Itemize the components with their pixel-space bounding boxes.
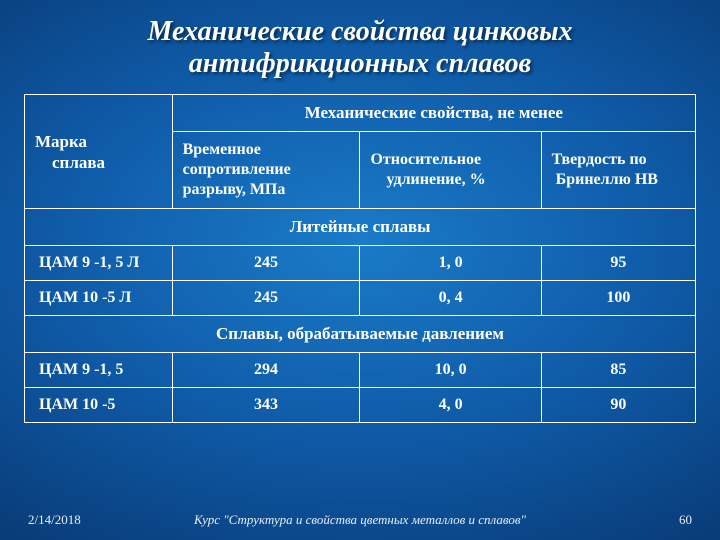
- cell-elongation: 1, 0: [360, 246, 541, 281]
- c3l2: Бринеллю HB: [556, 171, 658, 188]
- col-header-hardness: Твердость по Бринеллю HB: [541, 132, 695, 209]
- footer-course: Курс "Структура и свойства цветных метал…: [108, 512, 612, 528]
- cell-hardness: 85: [541, 353, 695, 388]
- header-row-1: Марка сплава Механические свойства, не м…: [25, 95, 696, 132]
- slide-title: Механические свойства цинковых антифрикц…: [24, 16, 696, 80]
- cell-hardness: 90: [541, 388, 695, 423]
- c2l1: Относительное: [370, 151, 481, 168]
- cell-strength: 245: [172, 246, 360, 281]
- table-row: ЦАМ 10 -5 343 4, 0 90: [25, 388, 696, 423]
- col-header-elongation: Относительное удлинение, %: [360, 132, 541, 209]
- slide-footer: 2/14/2018 60 Курс "Структура и свойства …: [0, 512, 720, 528]
- cell-strength: 245: [172, 281, 360, 316]
- cell-brand: ЦАМ 9 -1, 5: [25, 353, 173, 388]
- cell-brand: ЦАМ 9 -1, 5 Л: [25, 246, 173, 281]
- cell-hardness: 95: [541, 246, 695, 281]
- cell-elongation: 4, 0: [360, 388, 541, 423]
- cell-brand: ЦАМ 10 -5: [25, 388, 173, 423]
- brand-hdr-l2: сплава: [52, 153, 105, 172]
- col-header-strength: Временное сопротивление разрыву, МПа: [172, 132, 360, 209]
- table-row: ЦАМ 10 -5 Л 245 0, 4 100: [25, 281, 696, 316]
- c1l1: Временное: [183, 141, 261, 158]
- cell-strength: 294: [172, 353, 360, 388]
- table-row: ЦАМ 9 -1, 5 Л 245 1, 0 95: [25, 246, 696, 281]
- section-row-casting: Литейные сплавы: [25, 209, 696, 246]
- title-line-2: антифрикционных сплавов: [189, 48, 531, 79]
- title-line-1: Механические свойства цинковых: [147, 16, 572, 47]
- table-row: ЦАМ 9 -1, 5 294 10, 0 85: [25, 353, 696, 388]
- brand-hdr-l1: Марка: [35, 132, 87, 151]
- c2l2: удлинение, %: [386, 171, 485, 188]
- section-casting-label: Литейные сплавы: [25, 209, 696, 246]
- slide: Механические свойства цинковых антифрикц…: [0, 0, 720, 540]
- col-header-brand: Марка сплава: [25, 95, 173, 209]
- cell-hardness: 100: [541, 281, 695, 316]
- col-header-group: Механические свойства, не менее: [172, 95, 695, 132]
- cell-elongation: 10, 0: [360, 353, 541, 388]
- cell-brand: ЦАМ 10 -5 Л: [25, 281, 173, 316]
- section-row-pressure: Сплавы, обрабатываемые давлением: [25, 316, 696, 353]
- c3l1: Твердость по: [552, 151, 647, 168]
- footer-date: 2/14/2018: [28, 512, 81, 528]
- properties-table: Марка сплава Механические свойства, не м…: [24, 94, 696, 423]
- c1l2: сопротивление: [183, 161, 291, 178]
- cell-elongation: 0, 4: [360, 281, 541, 316]
- section-pressure-label: Сплавы, обрабатываемые давлением: [25, 316, 696, 353]
- footer-page-number: 60: [679, 512, 692, 528]
- cell-strength: 343: [172, 388, 360, 423]
- c1l3: разрыву, МПа: [183, 181, 286, 198]
